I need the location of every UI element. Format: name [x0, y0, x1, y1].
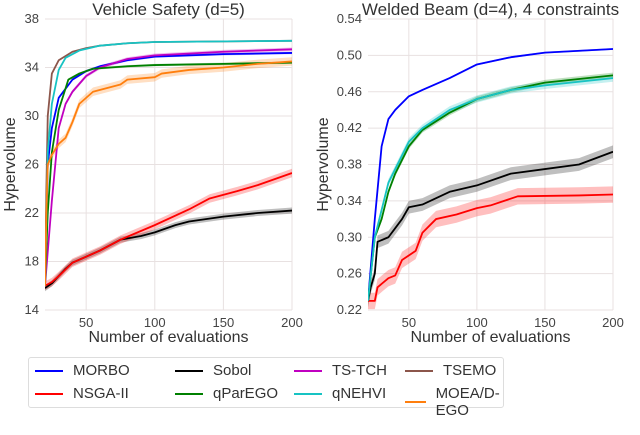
legend-item-sobol: Sobol	[175, 362, 251, 379]
y-tick-label: 0.26	[337, 266, 362, 281]
plot-left: 50 100 150 200 14 18 22 26 30 34 38 Vehicle Safety …	[2, 0, 303, 346]
line-qnehvi	[45, 39, 292, 286]
line-morbo	[368, 48, 613, 301]
legend-swatch	[35, 392, 63, 395]
legend-swatch	[294, 369, 322, 372]
line-sobol	[368, 150, 613, 302]
legend-label: MORBO	[73, 362, 130, 379]
x-tick-label: 200	[602, 315, 624, 330]
legend-swatch	[405, 369, 433, 372]
line-nsga-ii	[368, 193, 613, 302]
y-tick-label: 22	[25, 205, 39, 220]
line-qnehvi	[368, 77, 613, 302]
x-axis-label: Number of evaluations	[410, 329, 570, 346]
legend-item-qnehvi: qNEHVI	[294, 385, 386, 402]
legend-item-morbo: MORBO	[35, 362, 130, 379]
legend-swatch	[405, 401, 426, 403]
line-qparego	[45, 61, 292, 286]
y-axis-label: Hypervolume	[2, 117, 19, 211]
legend-item-tsemo: TSEMO	[405, 362, 496, 379]
legend-swatch	[294, 392, 322, 395]
series-group	[45, 39, 292, 292]
legend-item-ts-tch: TS-TCH	[294, 362, 387, 379]
y-tick-label: 14	[25, 302, 39, 317]
line-nsga-ii	[45, 172, 292, 287]
legend-label: TSEMO	[443, 362, 497, 379]
x-tick-label: 150	[213, 315, 235, 330]
legend-swatch	[35, 369, 63, 372]
x-tick-label: 200	[281, 315, 303, 330]
legend-label: MOEA/D-EGO	[435, 385, 500, 419]
line-moea-d-ego	[45, 60, 292, 286]
x-tick-label: 100	[144, 315, 166, 330]
y-tick-label: 0.46	[337, 84, 362, 99]
y-tick-label: 0.22	[337, 302, 362, 317]
y-tick-label: 38	[25, 11, 39, 26]
chart-title: Vehicle Safety (d=5)	[92, 0, 245, 19]
legend-label: qNEHVI	[332, 385, 387, 402]
y-tick-label: 26	[25, 157, 39, 172]
line-ts-tch	[45, 48, 292, 286]
legend-swatch	[175, 369, 203, 372]
legend-swatch	[175, 392, 203, 395]
legend-label: qParEGO	[213, 385, 279, 402]
chart-title: Welded Beam (d=4), 4 constraints	[362, 0, 619, 19]
x-tick-label: 150	[534, 315, 556, 330]
legend-label: TS-TCH	[332, 362, 387, 379]
y-tick-label: 0.30	[337, 229, 362, 244]
y-tick-label: 0.34	[337, 193, 362, 208]
x-tick-label: 50	[79, 315, 93, 330]
y-tick-label: 30	[25, 108, 39, 123]
legend-item-moead-ego: MOEA/D-EGO	[405, 385, 507, 419]
legend-label: Sobol	[213, 362, 252, 379]
y-tick-label: 34	[25, 60, 39, 75]
x-tick-label: 100	[466, 315, 488, 330]
y-tick-label: 0.38	[337, 157, 362, 172]
y-tick-label: 0.50	[337, 47, 362, 62]
legend-label: NSGA-II	[73, 385, 129, 402]
x-tick-label: 50	[402, 315, 416, 330]
legend-item-nsga-ii: NSGA-II	[35, 385, 129, 402]
legend-item-qparego: qParEGO	[175, 385, 278, 402]
y-tick-label: 18	[25, 254, 39, 269]
y-tick-label: 0.54	[337, 11, 362, 26]
x-axis-label: Number of evaluations	[88, 329, 248, 346]
legend: MORBO Sobol TS-TCH TSEMO NSGA-II qParEGO…	[28, 357, 504, 419]
y-tick-label: 0.42	[337, 120, 362, 135]
y-axis-label: Hypervolume	[315, 117, 332, 211]
series-group	[368, 48, 613, 310]
plot-right: 50 100 150 200 0.22 0.26 0.30 0.34 0.38 0.42 0.46 0…	[315, 0, 624, 346]
